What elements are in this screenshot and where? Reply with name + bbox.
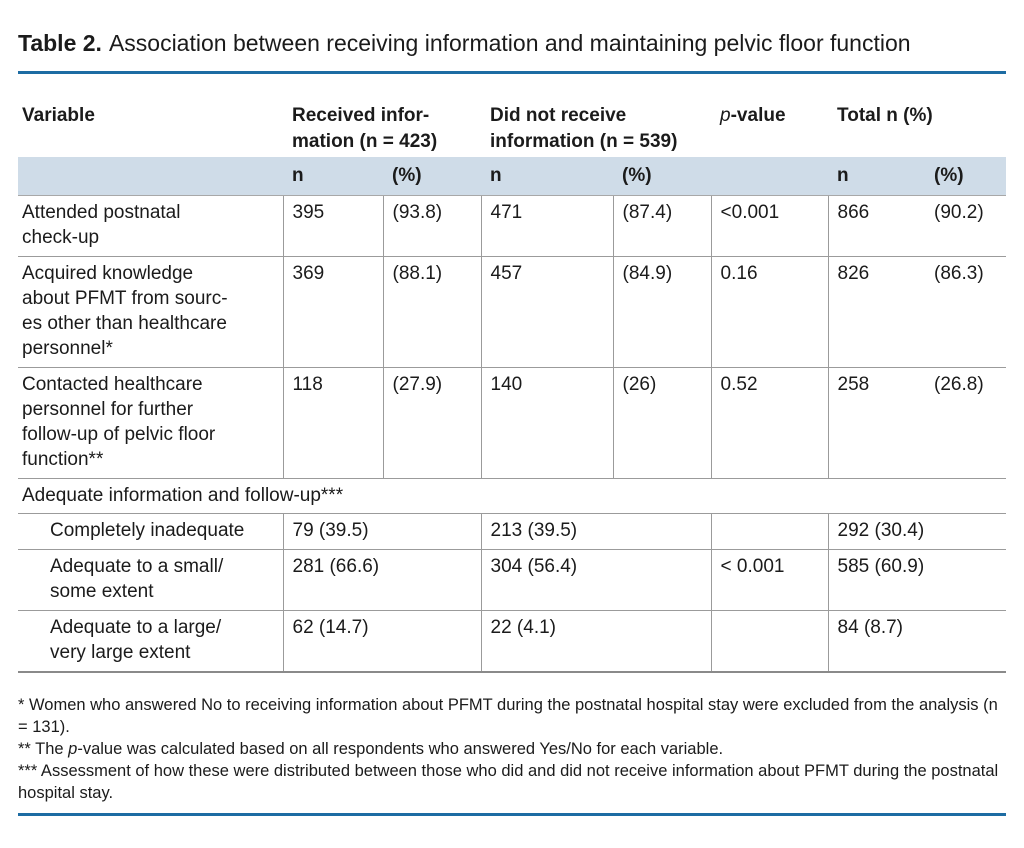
table-caption-text: Association between receiving informatio… [108, 30, 911, 56]
bottom-accent-rule [18, 813, 1006, 816]
cell-variable: Contacted healthcare personnel for furth… [18, 367, 284, 479]
p-value-rest: -value [730, 105, 786, 126]
table-caption-label: Table 2. [18, 30, 102, 56]
cell-n-did-not-receive: 140 [481, 367, 614, 479]
p-value-italic-p: p [720, 105, 731, 126]
table-caption: Table 2. Association between receiving in… [18, 28, 1006, 58]
footnote-1: * Women who answered No to receiving inf… [18, 696, 998, 736]
subheader-n-received: n [283, 157, 383, 196]
cell-pct-total: (26.8) [925, 367, 1007, 479]
cell-pct-received: (88.1) [383, 256, 482, 368]
cell-n-did-not-receive: 457 [481, 256, 614, 368]
cell-variable: Attended postnatal check-up [18, 195, 284, 257]
top-accent-rule [18, 71, 1006, 74]
subheader-n-did-not-receive: n [481, 157, 614, 196]
section-row: Adequate information and follow-up*** [18, 478, 1007, 514]
table-row: Attended postnatal check-up 395 (93.8) 4… [18, 195, 1007, 257]
cell-n-total: 258 [828, 367, 926, 479]
cell-pct-received: (27.9) [383, 367, 482, 479]
subheader-empty-p-value [711, 157, 829, 196]
subheader-pct-total: (%) [925, 157, 1007, 196]
footnote-2-rest: -value was calculated based on all respo… [77, 740, 724, 758]
cell-n-received: 369 [283, 256, 384, 368]
cell-variable: Completely inadequate [18, 513, 284, 550]
cell-did-not-receive: 213 (39.5) [481, 513, 712, 550]
cell-did-not-receive: 304 (56.4) [481, 549, 712, 611]
cell-p-value: <0.001 [711, 195, 829, 257]
cell-received: 62 (14.7) [283, 610, 482, 673]
cell-received: 281 (66.6) [283, 549, 482, 611]
cell-total: 585 (60.9) [828, 549, 1007, 611]
header-row: Variable Received infor- mation (n = 423… [18, 100, 1006, 157]
cell-p-value [711, 610, 829, 673]
subheader-pct-received: (%) [383, 157, 482, 196]
cell-variable: Adequate to a large/ very large extent [18, 610, 284, 673]
subheader-empty-variable [18, 157, 283, 196]
col-header-total: Total n (%) [837, 105, 933, 126]
cell-pct-received: (93.8) [383, 195, 482, 257]
cell-pct-did-not-receive: (84.9) [613, 256, 712, 368]
cell-total: 292 (30.4) [828, 513, 1007, 550]
cell-pct-did-not-receive: (87.4) [613, 195, 712, 257]
cell-n-did-not-receive: 471 [481, 195, 614, 257]
footnote-3: *** Assessment of how these were distrib… [18, 762, 999, 802]
table-subrow: Adequate to a large/ very large extent 6… [18, 610, 1007, 673]
col-header-received: Received infor- mation (n = 423) [292, 105, 438, 152]
subheader-pct-did-not-receive: (%) [613, 157, 712, 196]
table-subrow: Completely inadequate 79 (39.5) 213 (39.… [18, 513, 1007, 550]
cell-pct-total: (86.3) [925, 256, 1007, 368]
cell-total: 84 (8.7) [828, 610, 1007, 673]
col-header-did-not-receive: Did not receive information (n = 539) [490, 105, 678, 152]
table-row: Contacted healthcare personnel for furth… [18, 367, 1007, 479]
cell-n-total: 826 [828, 256, 926, 368]
subheader-n-total: n [828, 157, 926, 196]
footnotes: * Women who answered No to receiving inf… [18, 694, 1006, 804]
cell-p-value: 0.52 [711, 367, 829, 479]
cell-n-received: 118 [283, 367, 384, 479]
results-table: Variable Received infor- mation (n = 423… [18, 100, 1007, 673]
cell-n-total: 866 [828, 195, 926, 257]
cell-p-value [711, 513, 829, 550]
cell-n-received: 395 [283, 195, 384, 257]
subheader-row: n (%) n (%) n (%) [18, 157, 1007, 196]
cell-received: 79 (39.5) [283, 513, 482, 550]
col-header-p-value: p-value [711, 100, 828, 157]
cell-p-value: 0.16 [711, 256, 829, 368]
cell-did-not-receive: 22 (4.1) [481, 610, 712, 673]
footnote-2-prefix: ** The [18, 740, 69, 758]
cell-pct-did-not-receive: (26) [613, 367, 712, 479]
cell-variable: Adequate to a small/ some extent [18, 549, 284, 611]
footnote-2-italic-p: p [68, 740, 78, 758]
cell-variable: Acquired knowledge about PFMT from sourc… [18, 256, 284, 368]
table-row: Acquired knowledge about PFMT from sourc… [18, 256, 1007, 368]
cell-p-value: < 0.001 [711, 549, 829, 611]
table-subrow: Adequate to a small/ some extent 281 (66… [18, 549, 1007, 611]
cell-pct-total: (90.2) [925, 195, 1007, 257]
col-header-variable: Variable [22, 105, 95, 126]
section-label: Adequate information and follow-up*** [18, 478, 1007, 514]
footnote-2: ** The p-value was calculated based on a… [18, 738, 1006, 760]
